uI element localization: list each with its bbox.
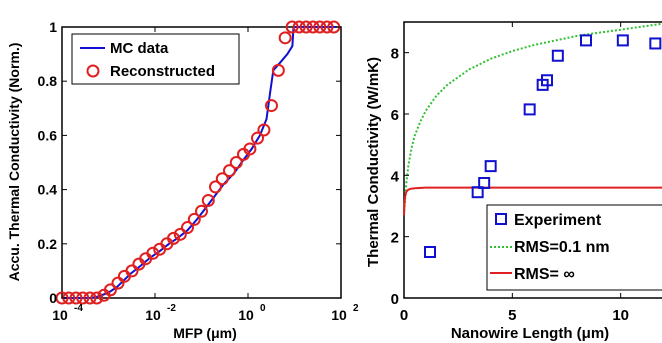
left-x-tick-label: 10	[52, 307, 68, 323]
left-y-tick-label: 0.2	[38, 236, 58, 252]
legend-experiment-marker	[495, 213, 507, 225]
reconstructed-point	[285, 20, 299, 34]
right-y-tick-label: 8	[391, 46, 399, 63]
left-x-tick-exponent: -2	[167, 303, 176, 314]
reconstructed-point	[55, 291, 69, 305]
reconstructed-point	[90, 291, 104, 305]
right-x-tick-label: 10	[612, 307, 629, 324]
rms-infinity-curve	[403, 186, 662, 216]
right-y-tick-label: 6	[391, 107, 399, 124]
left-y-tick-label: 0.4	[38, 182, 58, 198]
left-x-tick-exponent: 2	[353, 303, 359, 314]
legend-rmsinf-label: RMS= ∞	[514, 266, 575, 283]
reconstructed-point	[103, 283, 117, 297]
right-legend: Experiment RMS=0.1 nm RMS= ∞	[486, 204, 662, 291]
legend-reconstructed-marker	[86, 64, 100, 78]
reconstructed-point	[83, 291, 97, 305]
left-y-ticks: 0 0.2 0.4 0.6 0.8 1	[38, 19, 341, 306]
left-x-ticks: 10 -4 10 -2 10 0 10 2	[52, 27, 359, 323]
experiment-point	[649, 37, 662, 50]
reconstructed-point	[146, 246, 160, 260]
legend-mc-label: MC data	[110, 40, 169, 57]
left-y-tick-label: 0.8	[38, 73, 58, 89]
reconstructed-point	[222, 164, 236, 178]
right-y-tick-label: 2	[391, 230, 399, 247]
reconstructed-point	[243, 142, 257, 156]
right-chart: 0 5 10 0 2 4 6 8 Nanowire Length (μm) Thermal …	[365, 21, 662, 342]
reconstructed-point	[187, 212, 201, 226]
experiment-point	[424, 246, 436, 258]
reconstructed-point	[320, 20, 334, 34]
reconstructed-point	[76, 291, 90, 305]
right-y-ticks: 0 2 4 6 8	[391, 46, 409, 308]
reconstructed-point	[229, 156, 243, 169]
rms-01nm-curve	[403, 22, 662, 216]
left-chart: 10 -4 10 -2 10 0 10 2 00.20.40.60.81 MFP (μm) A…	[6, 19, 359, 341]
left-x-tick-exponent: 0	[260, 303, 266, 314]
right-x-ticks: 0 5 10	[400, 22, 629, 324]
left-x-tick-label: 10	[331, 307, 347, 323]
right-x-tick-label: 5	[508, 307, 516, 324]
reconstructed-point	[257, 123, 271, 137]
left-y-tick-label: 0.6	[38, 127, 58, 143]
reconstructed-point	[111, 276, 125, 290]
mc-data-line	[62, 26, 337, 299]
left-y-axis-label: Accu. Thermal Conductivity (Norm.)	[6, 43, 22, 282]
reconstructed-point	[125, 264, 139, 278]
reconstructed-point	[208, 180, 222, 194]
right-y-tick-label: 4	[391, 168, 400, 185]
right-legend-box	[486, 204, 662, 291]
left-series-layer	[55, 20, 341, 305]
legend-rms01-label: RMS=0.1 nm	[514, 239, 610, 256]
reconstructed-point	[69, 291, 83, 305]
right-y-axis-label: Thermal Conductivity (W/mK)	[365, 57, 382, 267]
reconstructed-point	[299, 20, 313, 34]
left-x-tick-exponent: -4	[74, 303, 83, 314]
right-x-tick-label: 0	[400, 307, 408, 324]
left-y-tick-label: 0	[49, 290, 57, 306]
legend-experiment-label: Experiment	[514, 212, 602, 229]
reconstructed-point	[271, 63, 285, 77]
right-series-layer	[403, 22, 662, 258]
experiment-point	[580, 34, 592, 47]
reconstructed-point	[167, 231, 181, 245]
experiment-point	[551, 49, 564, 62]
reconstructed-point	[250, 131, 264, 145]
right-x-axis-label: Nanowire Length (μm)	[451, 325, 609, 342]
left-x-axis-label: MFP (μm)	[173, 325, 237, 341]
experiment-point	[471, 186, 484, 199]
reconstructed-point	[215, 172, 229, 186]
experiment-point	[616, 34, 629, 47]
right-y-tick-label: 0	[391, 291, 399, 308]
reconstructed-point	[181, 221, 195, 235]
reconstructed-point	[201, 193, 215, 207]
experiment-point	[541, 74, 553, 87]
reconstructed-point	[313, 20, 327, 34]
left-legend-box	[71, 33, 240, 85]
experiment-point	[478, 177, 491, 189]
left-legend: MC data Reconstructed	[71, 33, 240, 85]
reconstructed-point	[306, 20, 320, 34]
reconstructed-point	[173, 227, 187, 241]
left-y-tick-label: 1	[49, 19, 57, 35]
reconstructed-point	[195, 204, 208, 218]
reconstructed-point	[278, 31, 292, 45]
reconstructed-point	[264, 99, 278, 113]
left-x-tick-label: 10	[238, 307, 254, 323]
left-x-tick-label: 10	[145, 307, 161, 323]
experiment-point	[523, 103, 536, 116]
experiment-point	[484, 160, 497, 173]
reconstructed-point	[292, 20, 306, 34]
legend-reconstructed-label: Reconstructed	[110, 63, 215, 80]
